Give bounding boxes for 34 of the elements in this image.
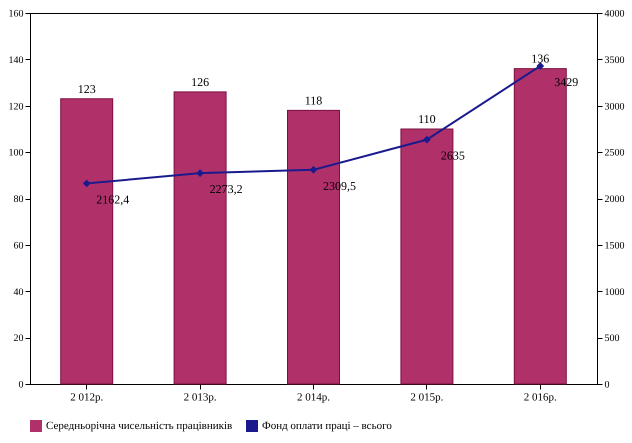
y2-tick-label: 3500 <box>604 54 624 66</box>
y-tick-label: 60 <box>14 240 24 252</box>
y2-tick-label: 2000 <box>604 194 624 205</box>
y2-tick-label: 1000 <box>604 286 624 298</box>
y2-tick-label: 500 <box>604 333 620 344</box>
x-tick-label: 2 013р. <box>184 392 217 404</box>
y-tick-label: 0 <box>18 380 24 390</box>
y-tick-label: 100 <box>8 148 24 159</box>
y2-tick-label: 2500 <box>604 148 624 159</box>
y-tick-label: 120 <box>8 101 24 112</box>
y-tick-label: 20 <box>14 333 24 344</box>
data-label: 123 <box>78 82 96 96</box>
y2-tick-label: 0 <box>604 380 610 390</box>
data-label: 118 <box>304 93 322 108</box>
y2-tick-label: 4000 <box>604 8 624 20</box>
data-label: 136 <box>531 52 550 66</box>
y-tick-label: 140 <box>8 54 24 66</box>
legend-label: Фонд оплати праці – всього <box>262 420 392 432</box>
x-tick-label: 2 014р. <box>297 392 330 404</box>
data-label: 126 <box>191 74 210 89</box>
y2-tick-label: 1500 <box>604 240 624 252</box>
point <box>310 166 318 174</box>
legend-label: Середньорічна чисельність працівників <box>46 420 232 432</box>
y-tick-label: 80 <box>14 194 24 205</box>
point <box>423 136 431 144</box>
y2-tick-label: 3000 <box>604 101 624 112</box>
point <box>196 169 204 178</box>
x-tick-label: 2 016р. <box>524 392 558 404</box>
x-tick-label: 2 015р. <box>410 392 444 404</box>
data-label: 110 <box>418 112 436 126</box>
x-tick-label: 2 012р. <box>70 392 104 404</box>
y-tick-label: 160 <box>8 8 24 20</box>
point <box>82 180 91 188</box>
y-tick-label: 40 <box>14 286 24 298</box>
